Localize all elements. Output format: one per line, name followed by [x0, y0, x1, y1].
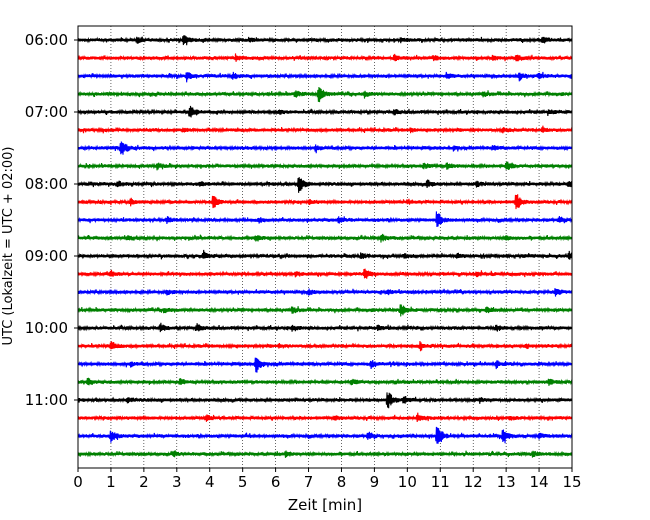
x-tick-label: 2 [139, 473, 149, 491]
y-tick-label: 06:00 [25, 31, 68, 49]
trace-line [77, 322, 573, 333]
seismic-traces [77, 35, 573, 458]
x-axis-ticks: 0 1 2 3 4 5 6 7 8 9 10 11 12 13 14 15 [73, 468, 582, 491]
trace-line [77, 53, 573, 62]
x-tick-label: 9 [370, 473, 380, 491]
trace-line [77, 211, 573, 227]
y-axis-ticks: 06:00 07:00 08:00 09:00 10:00 11:00 [25, 31, 78, 409]
x-tick-label: 5 [238, 473, 248, 491]
x-tick-label: 8 [337, 473, 347, 491]
x-tick-label: 3 [172, 473, 182, 491]
x-tick-label: 14 [530, 473, 549, 491]
x-tick-label: 6 [271, 473, 281, 491]
trace-line [77, 268, 573, 279]
trace-line [77, 377, 573, 386]
trace-line [77, 426, 573, 444]
trace-line [77, 340, 573, 352]
trace-line [77, 161, 573, 171]
trace-line [77, 125, 573, 134]
x-tick-label: 4 [205, 473, 215, 491]
trace-line [77, 392, 573, 409]
trace-line [77, 105, 573, 118]
x-tick-label: 0 [73, 473, 83, 491]
y-tick-label: 10:00 [25, 319, 68, 337]
y-tick-label: 08:00 [25, 175, 68, 193]
x-tick-label: 7 [304, 473, 314, 491]
trace-line [77, 412, 573, 423]
x-tick-label: 13 [497, 473, 516, 491]
x-tick-label: 15 [562, 473, 581, 491]
trace-line [77, 450, 573, 458]
trace-line [77, 249, 573, 260]
trace-line [77, 177, 573, 193]
x-tick-label: 12 [464, 473, 483, 491]
trace-line [77, 233, 573, 243]
y-tick-label: 07:00 [25, 103, 68, 121]
x-tick-label: 1 [106, 473, 116, 491]
x-tick-label: 11 [431, 473, 450, 491]
trace-line [77, 304, 573, 317]
trace-line [77, 87, 573, 103]
trace-line [77, 141, 573, 155]
trace-line [77, 35, 573, 46]
trace-line [77, 357, 573, 373]
x-tick-label: 10 [398, 473, 417, 491]
x-axis-label: Zeit [min] [288, 496, 362, 514]
y-axis-label: UTC (Lokalzeit = UTC + 02:00) [1, 147, 16, 346]
trace-line [77, 71, 573, 83]
y-tick-label: 11:00 [25, 391, 68, 409]
trace-line [77, 288, 573, 297]
plot-frame [77, 25, 573, 469]
trace-line [77, 194, 573, 210]
y-tick-label: 09:00 [25, 247, 68, 265]
